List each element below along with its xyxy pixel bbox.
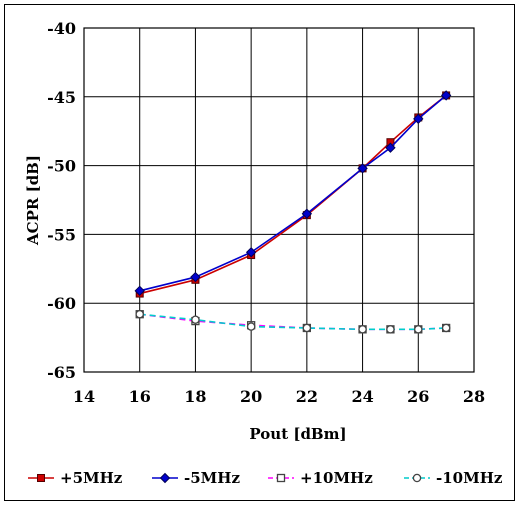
- x-tick-label: 24: [351, 387, 373, 406]
- y-tick-labels: -40 -45 -50 -55 -60 -65: [47, 19, 76, 382]
- data-point-minus-5mhz: [190, 271, 201, 283]
- data-point-minus-5mhz: [134, 285, 145, 297]
- y-tick-label: -65: [47, 363, 76, 382]
- series-line-minus-5mhz: [139, 94, 447, 292]
- y-tick-label: -45: [47, 88, 76, 107]
- x-axis-title: Pout [dBm]: [249, 425, 346, 443]
- y-tick-label: -40: [47, 19, 76, 38]
- data-point-minus-5mhz: [385, 142, 396, 153]
- legend-item-plusminus-5mhz: +5MHz: [28, 469, 123, 487]
- series-line-minus-10mhz: [139, 313, 447, 331]
- y-tick-label: -50: [47, 157, 76, 176]
- data-point-minus-10mhz: [386, 325, 395, 334]
- legend-label: -10MHz: [436, 469, 503, 487]
- legend: +5MHz -5MHz +10MHz -10MHz: [28, 469, 503, 487]
- legend-label: +5MHz: [60, 469, 123, 487]
- data-point-minus-10mhz: [135, 309, 144, 319]
- legend-marker: [159, 472, 171, 484]
- data-point-minus-5mhz: [440, 90, 452, 101]
- x-tick-label: 22: [296, 387, 318, 406]
- data-point-minus-10mhz: [441, 323, 451, 333]
- data-point-minus-10mhz: [191, 315, 200, 324]
- series-layer: [134, 90, 452, 334]
- legend-marker: [37, 474, 45, 482]
- legend-marker: [412, 473, 422, 483]
- x-tick-label: 18: [184, 387, 206, 406]
- y-axis-title: ACPR [dB]: [24, 155, 42, 246]
- plot-border: [83, 27, 475, 373]
- x-tick-label: 16: [129, 387, 151, 406]
- y-tick-label: -60: [47, 294, 76, 313]
- y-tick-label: -55: [47, 225, 76, 244]
- x-tick-labels: 14 16 18 20 22 24 26 28: [73, 387, 485, 406]
- gridlines: [83, 27, 475, 373]
- legend-marker: [276, 473, 286, 483]
- legend-label: +10MHz: [300, 469, 373, 487]
- data-point-minus-10mhz: [414, 325, 423, 334]
- data-point-minus-10mhz: [358, 325, 367, 334]
- data-point-minus-5mhz: [413, 113, 424, 125]
- series-minus-5mhz: [134, 90, 452, 297]
- data-point-minus-10mhz: [246, 322, 256, 331]
- plot-background: [84, 28, 474, 372]
- data-point-minus-5mhz: [245, 247, 257, 258]
- data-point-minus-10mhz: [302, 323, 312, 333]
- x-tick-label: 20: [240, 387, 262, 406]
- series-minus-10mhz: [135, 309, 451, 334]
- x-tick-label: 14: [73, 387, 95, 406]
- legend-label: -5MHz: [184, 469, 240, 487]
- x-tick-label: 26: [407, 387, 429, 406]
- legend-item-plusminus-10mhz: +10MHz: [268, 469, 373, 487]
- plot-area: [84, 28, 474, 372]
- legend-item-minus-5mhz: -5MHz: [152, 469, 240, 487]
- x-tick-label: 28: [463, 387, 485, 406]
- data-point-minus-5mhz: [301, 208, 313, 219]
- data-point-minus-5mhz: [357, 163, 368, 174]
- legend-item-minus-10mhz: -10MHz: [404, 469, 503, 487]
